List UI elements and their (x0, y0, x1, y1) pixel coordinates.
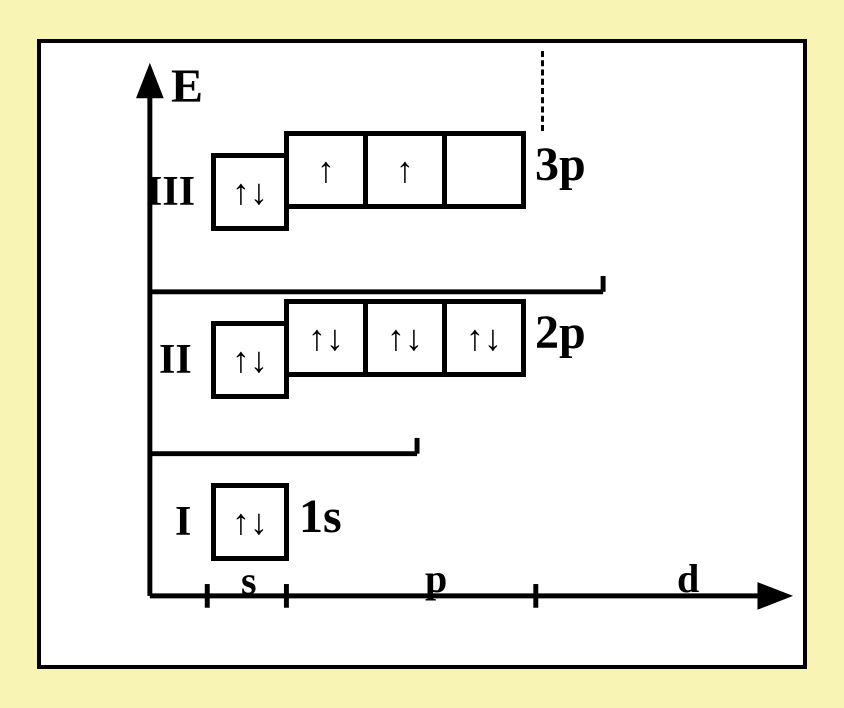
orbital-2p-3: ↑↓ (442, 299, 526, 377)
orbital-3s-fill: ↑↓ (232, 171, 268, 213)
orbital-3p-2: ↑ (363, 131, 447, 209)
x-tick-p: p (425, 559, 447, 599)
orbital-2p-2: ↑↓ (363, 299, 447, 377)
x-tick-d: d (677, 559, 699, 599)
orbital-3p-1: ↑ (284, 131, 368, 209)
diagram-frame: E III ↑↓ ↑ ↑ 3p II ↑↓ ↑↓ ↑↓ ↑↓ 2p I ↑↓ 1… (37, 39, 807, 669)
orbital-2p-2-fill: ↑↓ (387, 317, 423, 359)
orbital-label-3p: 3p (535, 141, 586, 189)
shell-numeral-1: I (175, 501, 191, 543)
orbital-3p-3 (442, 131, 526, 209)
orbital-2p-1: ↑↓ (284, 299, 368, 377)
shell-numeral-3: III (146, 171, 195, 213)
y-axis-label: E (171, 63, 203, 111)
shell-numeral-2: II (159, 339, 192, 381)
orbital-2s: ↑↓ (211, 321, 289, 399)
orbital-3s: ↑↓ (211, 153, 289, 231)
orbital-2p-3-fill: ↑↓ (466, 317, 502, 359)
orbital-label-1s: 1s (299, 493, 342, 541)
orbital-1s: ↑↓ (211, 483, 289, 561)
orbital-label-2p: 2p (535, 309, 586, 357)
orbital-1s-fill: ↑↓ (232, 501, 268, 543)
orbital-3p-2-fill: ↑ (396, 149, 414, 191)
dashed-guide (541, 51, 544, 131)
orbital-2s-fill: ↑↓ (232, 339, 268, 381)
x-tick-s: s (241, 561, 257, 601)
orbital-2p-1-fill: ↑↓ (308, 317, 344, 359)
orbital-3p-1-fill: ↑ (317, 149, 335, 191)
